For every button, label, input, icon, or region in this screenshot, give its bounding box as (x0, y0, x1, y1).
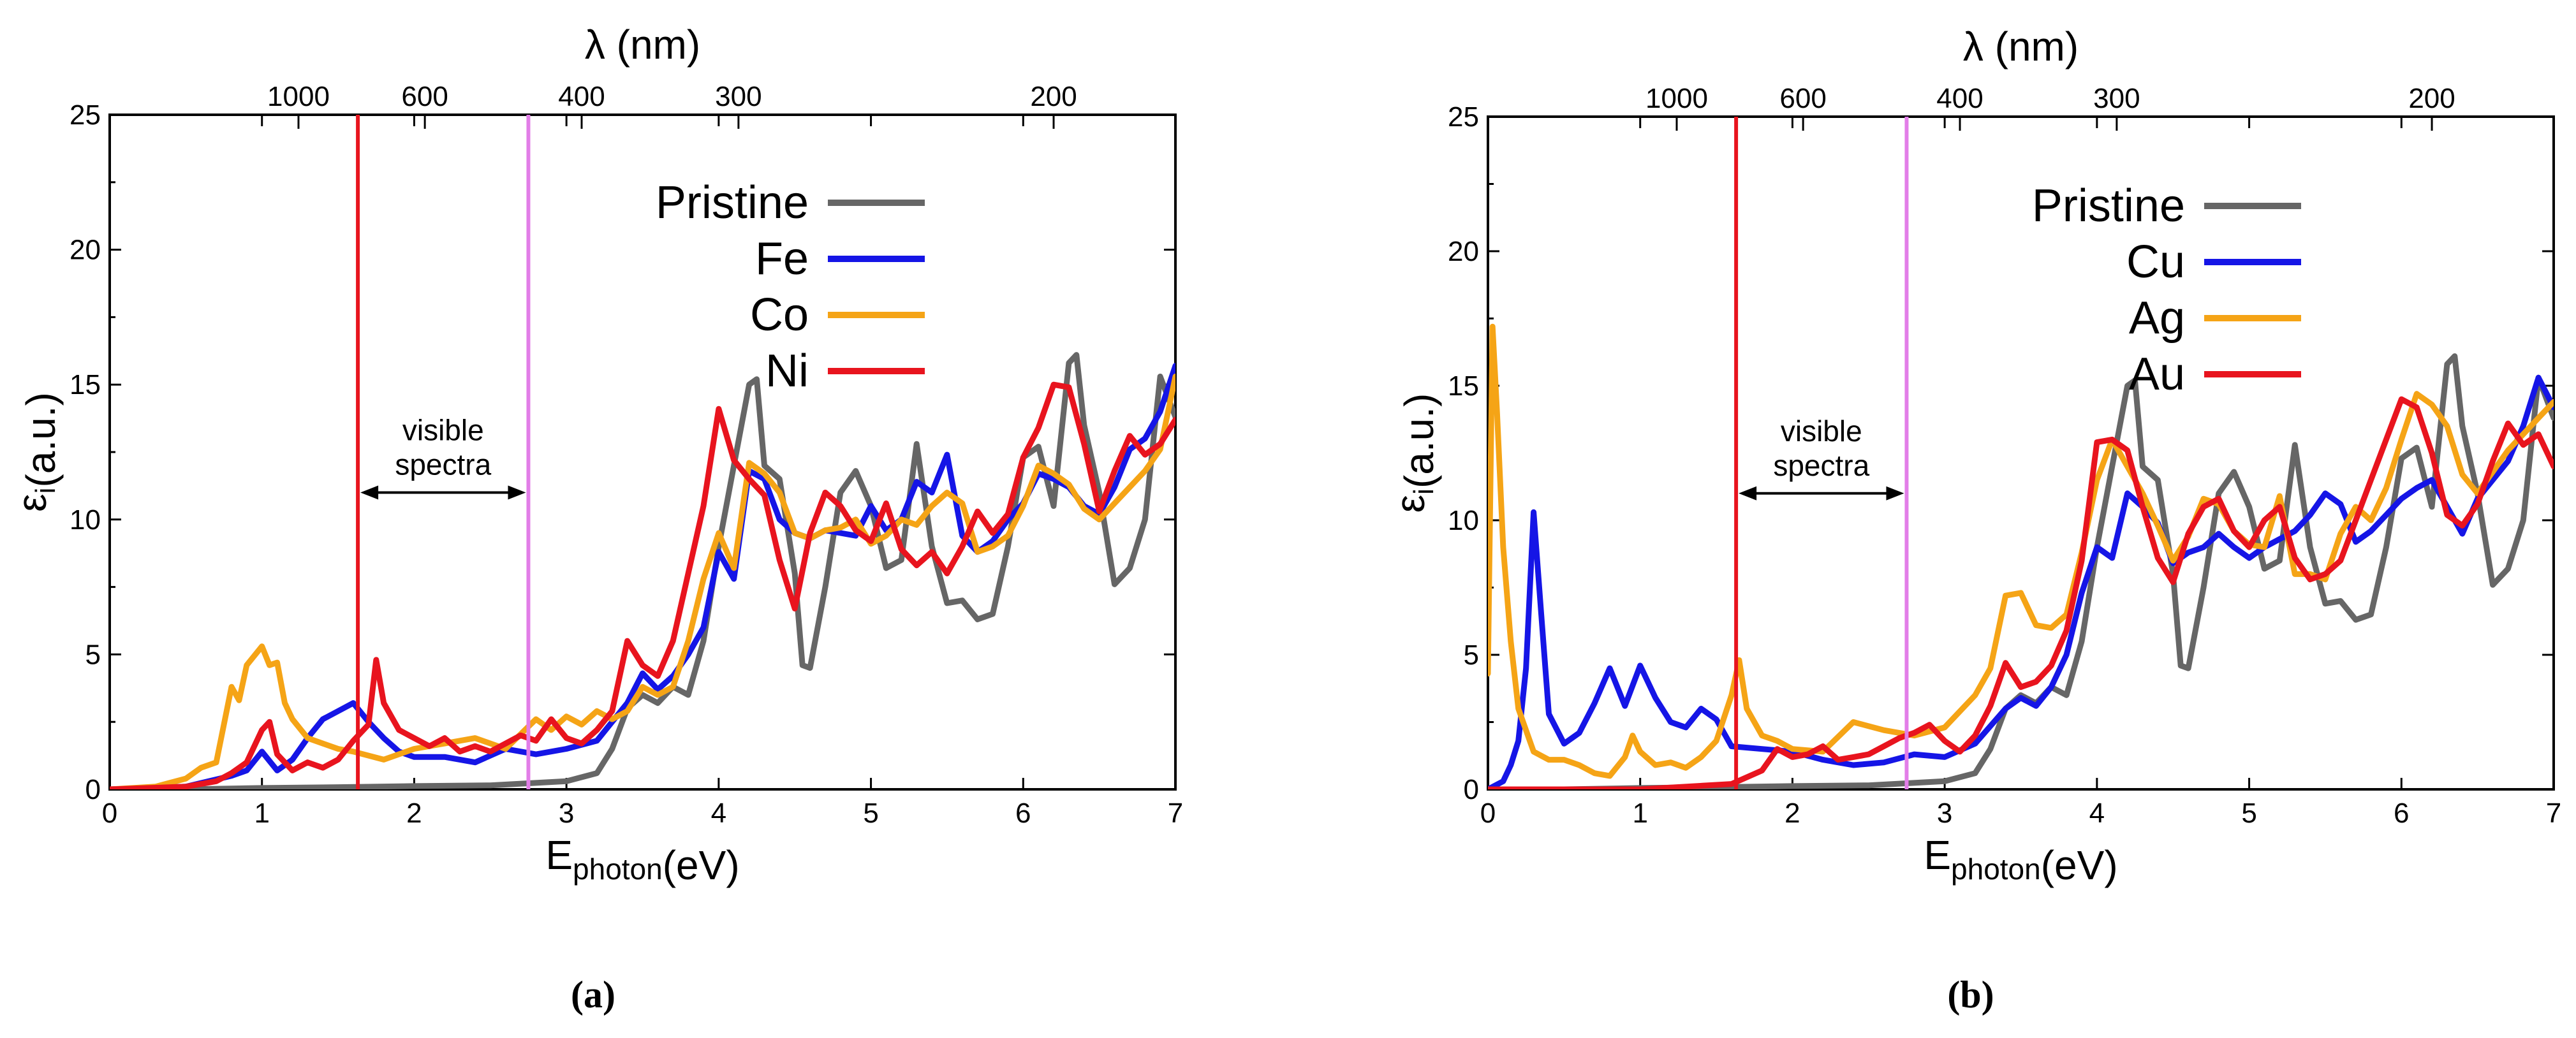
y-tick-label: 25 (70, 99, 101, 131)
panel-caption: (a) (571, 974, 615, 1016)
y-axis-title-sub: i (30, 488, 61, 494)
x-tick-label: 3 (1937, 798, 1952, 829)
y-tick-label: 5 (1464, 640, 1479, 671)
top-tick-label: 400 (558, 81, 605, 112)
x-axis-title-sub: photon (573, 852, 663, 886)
y-axis-title-main: ε (1387, 495, 1433, 513)
x-axis-title-unit-text: (eV) (663, 842, 740, 888)
y-axis-title-sub: i (1408, 488, 1439, 495)
x-tick-label: 6 (2394, 798, 2409, 829)
annotation-arrow-head-right (508, 485, 526, 500)
legend-label-pristine: Pristine (656, 177, 809, 228)
annotation-arrow-head-right (1886, 486, 1904, 501)
y-axis-title: εi(a.u.) (1387, 393, 1442, 513)
legend-label-cu: Cu (2126, 237, 2185, 288)
x-tick-label: 3 (559, 798, 574, 829)
series-line-pristine (110, 352, 1175, 789)
annotation-label-line1: visible (1781, 414, 1862, 448)
panel-a: 0 1 2 3 4 5 6 7 0 5 10 15 20 25 1000 600 400 300 200 λ (nm)… (9, 22, 1183, 1016)
series-line-co (110, 374, 1175, 789)
legend-label-co: Co (750, 289, 809, 340)
y-tick-label: 15 (1448, 370, 1479, 402)
y-tick-label: 15 (70, 369, 101, 400)
x-axis-title-main: E (545, 832, 573, 878)
y-tick-label: 10 (70, 504, 101, 536)
x-tick-label: 4 (2089, 798, 2105, 829)
x-tick-label: 7 (1168, 798, 1183, 829)
top-tick-label: 600 (1779, 83, 1826, 114)
top-tick-label: 400 (1936, 83, 1983, 114)
x-tick-label: 0 (1480, 798, 1496, 829)
annotation-label-line2: spectra (395, 448, 491, 481)
top-tick-label: 600 (401, 81, 448, 112)
x-tick-label: 1 (254, 798, 269, 829)
series-line-au (1488, 396, 2554, 789)
series-line-ag (1488, 323, 2554, 779)
series-group (110, 352, 1175, 789)
x-axis-title-sub: photon (1951, 852, 2041, 886)
x-tick-label: 2 (1785, 798, 1800, 829)
y-tick-label: 0 (85, 774, 101, 805)
top-tick-label: 300 (2093, 83, 2140, 114)
top-tick-label: 1000 (267, 81, 330, 112)
top-tick-label: 200 (1030, 81, 1077, 112)
legend-label-pristine: Pristine (2032, 180, 2185, 231)
y-tick-label: 0 (1464, 774, 1479, 805)
legend-label-ni: Ni (765, 346, 809, 397)
x-axis-title: Ephoton(eV) (1924, 832, 2117, 888)
annotation-label-line2: spectra (1773, 449, 1869, 482)
top-tick-label: 1000 (1645, 83, 1708, 114)
y-axis-title-unit: (a.u.) (1396, 393, 1442, 488)
y-tick-label: 20 (1448, 236, 1479, 267)
x-tick-label: 7 (2546, 798, 2561, 829)
series-line-cu (1488, 374, 2554, 789)
series-group (1488, 323, 2554, 789)
x-axis-title: Ephoton(eV) (545, 832, 739, 888)
x-tick-label: 4 (711, 798, 726, 829)
y-tick-label: 5 (85, 639, 101, 670)
x-axis-title-unit-text: (eV) (2041, 842, 2118, 888)
series-line-ni (110, 381, 1175, 789)
x-tick-label: 5 (863, 798, 878, 829)
x-axis-title-main: E (1924, 832, 1951, 878)
x-tick-label: 2 (406, 798, 422, 829)
top-axis-title: λ (nm) (1963, 24, 2079, 69)
annotation-arrow-head-left (360, 485, 379, 500)
legend-label-au: Au (2129, 349, 2185, 400)
x-tick-label: 6 (1015, 798, 1031, 829)
annotation-label-line1: visible (402, 413, 484, 446)
y-tick-label: 10 (1448, 505, 1479, 536)
x-tick-label: 1 (1632, 798, 1647, 829)
top-tick-label: 200 (2408, 83, 2455, 114)
y-axis-title: εi(a.u.) (9, 392, 64, 512)
top-axis-title: λ (nm) (585, 22, 700, 68)
y-tick-label: 20 (70, 235, 101, 266)
panel-caption: (b) (1947, 974, 1994, 1016)
annotation-arrow-head-left (1739, 486, 1757, 501)
panel-b: 0 1 2 3 4 5 6 7 0 5 10 15 20 25 1000 600 400 300 200 λ (nm)… (1387, 24, 2561, 1016)
series-line-pristine (1488, 353, 2554, 789)
y-axis-title-main: ε (9, 493, 55, 512)
legend-label-ag: Ag (2129, 293, 2185, 344)
x-tick-label: 0 (102, 798, 117, 829)
y-tick-label: 25 (1448, 101, 1479, 133)
y-axis-title-unit: (a.u.) (18, 392, 64, 487)
legend-label-fe: Fe (755, 233, 809, 284)
x-tick-label: 5 (2241, 798, 2256, 829)
top-tick-label: 300 (715, 81, 762, 112)
